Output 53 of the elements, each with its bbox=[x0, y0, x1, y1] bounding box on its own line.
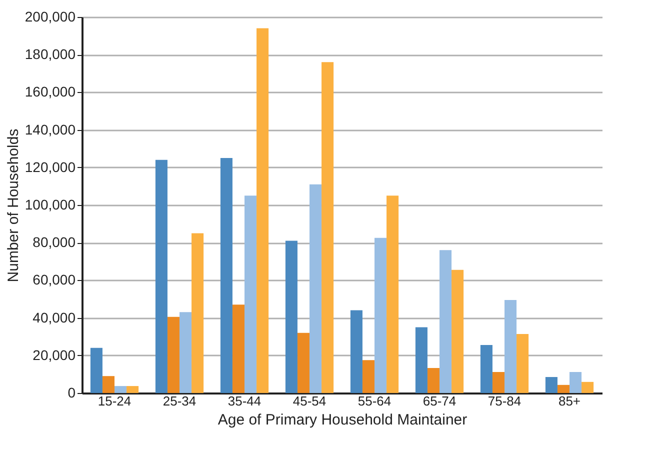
x-tick-label: 75-84 bbox=[488, 394, 522, 408]
bar bbox=[167, 316, 180, 393]
bar bbox=[570, 372, 582, 393]
bar bbox=[244, 196, 257, 393]
bar bbox=[492, 372, 504, 393]
bar bbox=[386, 196, 399, 393]
y-tick-label: 200,000 bbox=[24, 8, 76, 24]
bar bbox=[310, 184, 322, 393]
y-tick-label: 0 bbox=[68, 384, 76, 400]
y-tick-label: 140,000 bbox=[24, 121, 76, 138]
bar bbox=[322, 62, 334, 393]
y-tick-label: 80,000 bbox=[32, 234, 76, 250]
bar bbox=[297, 332, 310, 393]
bar bbox=[285, 240, 298, 393]
y-tick-label: 100,000 bbox=[24, 196, 76, 212]
bar bbox=[232, 304, 244, 393]
bar bbox=[350, 310, 362, 393]
bar bbox=[504, 300, 517, 393]
y-tick-label: 20,000 bbox=[32, 346, 76, 363]
x-tick-label: 65-74 bbox=[422, 394, 456, 408]
bar bbox=[427, 368, 440, 393]
y-tick-label: 40,000 bbox=[32, 309, 76, 326]
y-axis-title: Number of Households bbox=[4, 128, 22, 282]
x-tick-label: 15-24 bbox=[98, 394, 132, 408]
bar bbox=[545, 377, 558, 393]
x-tick-label: 55-64 bbox=[358, 394, 392, 408]
bar bbox=[192, 233, 204, 393]
x-tick-label: 45-54 bbox=[292, 394, 326, 408]
y-tick-label: 120,000 bbox=[24, 158, 76, 175]
x-tick-label: 35-44 bbox=[228, 394, 262, 408]
bar bbox=[362, 360, 374, 393]
bar bbox=[90, 348, 102, 393]
x-axis-title: Age of Primary Household Maintainer bbox=[218, 412, 468, 428]
bar bbox=[452, 270, 464, 393]
bar bbox=[480, 345, 492, 393]
bar bbox=[102, 376, 114, 393]
bar bbox=[374, 238, 387, 393]
y-tick-label: 60,000 bbox=[32, 272, 76, 288]
bar bbox=[440, 250, 452, 393]
bar bbox=[220, 158, 232, 393]
x-tick-label: 25-34 bbox=[162, 394, 196, 408]
bar bbox=[126, 386, 139, 393]
bar bbox=[582, 382, 594, 393]
x-tick-label: 85+ bbox=[558, 394, 581, 408]
bar bbox=[415, 327, 428, 393]
bar bbox=[155, 160, 168, 393]
bar bbox=[256, 28, 269, 393]
y-tick-label: 180,000 bbox=[24, 46, 76, 62]
y-tick-label: 160,000 bbox=[24, 84, 76, 100]
bar bbox=[557, 384, 570, 393]
bar bbox=[516, 334, 529, 393]
bar bbox=[114, 386, 127, 393]
bar bbox=[180, 312, 192, 393]
